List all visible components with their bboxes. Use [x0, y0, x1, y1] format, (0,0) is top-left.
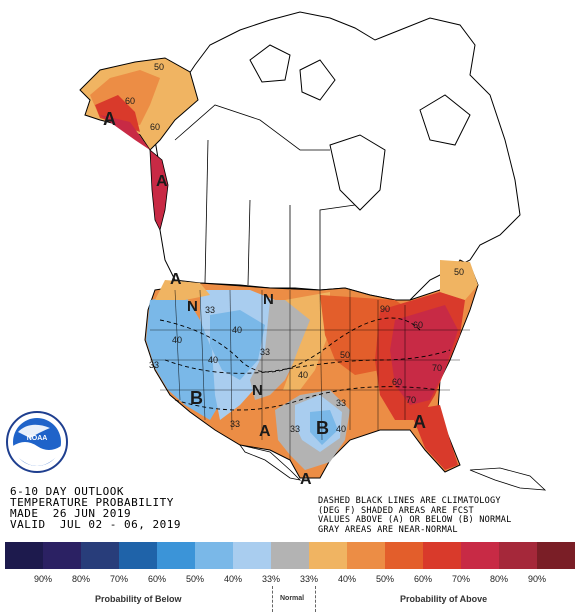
contour-label: 60	[413, 320, 423, 330]
legend-divider-right	[315, 586, 316, 612]
legend-swatch	[119, 542, 157, 569]
southeast-above-label: A	[413, 412, 426, 432]
climatology-lines	[159, 317, 451, 411]
contour-label: 50	[454, 267, 464, 277]
contour-label: 60	[150, 122, 160, 132]
plains-normal-label: N	[263, 291, 274, 308]
legend-tick-label: 50%	[185, 574, 204, 584]
noaa-logo-icon: NOAA	[6, 411, 68, 473]
contour-label: 70	[432, 363, 442, 373]
legend-swatch	[5, 542, 43, 569]
south-texas-above-label: A	[300, 471, 312, 488]
legend-swatch	[537, 542, 575, 569]
legend-tick-label: 50%	[375, 574, 394, 584]
note-line: DASHED BLACK LINES ARE CLIMATOLOGY	[318, 496, 501, 506]
noaa-logo-text: NOAA	[27, 435, 48, 442]
mexico-outline	[239, 444, 302, 481]
legend-tick-label: 40%	[223, 574, 242, 584]
northwest-normal-label: N	[187, 298, 198, 315]
legend-tick-label: 40%	[337, 574, 356, 584]
note-line: GRAY AREAS ARE NEAR-NORMAL	[318, 524, 458, 535]
conus-regions	[144, 259, 479, 479]
note-line: (DEG F) SHADED AREAS ARE FCST	[318, 505, 474, 516]
legend-swatch	[347, 542, 385, 569]
bc-coast-region	[149, 149, 169, 232]
map-notes: DASHED BLACK LINES ARE CLIMATOLOGY (DEG …	[318, 496, 512, 535]
contour-label: 40	[172, 335, 182, 345]
probability-legend	[5, 542, 575, 569]
legend-swatch	[499, 542, 537, 569]
state-lines	[150, 289, 470, 460]
bc-above-label: A	[156, 173, 168, 190]
texas-below-label: B	[316, 418, 329, 438]
legend-swatch	[271, 542, 309, 569]
legend-tick-label: 60%	[147, 574, 166, 584]
contour-label: 60	[392, 377, 402, 387]
legend-swatch	[461, 542, 499, 569]
note-line: VALUES ABOVE (A) OR BELOW (B) NORMAL	[318, 515, 512, 525]
outlook-title: 6-10 DAY OUTLOOK	[10, 485, 124, 498]
below-category-label: Probability of Below	[95, 594, 182, 604]
contour-label: 60	[125, 96, 135, 106]
contour-label: 33	[336, 398, 346, 408]
west-below-label: B	[190, 388, 203, 408]
legend-divider-left	[272, 586, 273, 612]
legend-tick-label: 60%	[413, 574, 432, 584]
legend-swatch	[423, 542, 461, 569]
northwest-above-label: A	[170, 271, 182, 288]
outlook-subtitle: TEMPERATURE PROBABILITY	[10, 496, 174, 509]
canada-outline	[149, 11, 521, 301]
contour-label: 40	[232, 325, 242, 335]
caribbean-outline	[469, 467, 547, 491]
contour-label: 40	[336, 424, 346, 434]
province-lines	[174, 104, 356, 290]
contour-label: 40	[298, 370, 308, 380]
legend-tick-label: 90%	[33, 574, 52, 584]
legend-swatch	[233, 542, 271, 569]
outlook-title-block: 6-10 DAY OUTLOOK TEMPERATURE PROBABILITY…	[10, 486, 181, 530]
contour-label: 70	[406, 395, 416, 405]
legend-tick-label: 33%	[299, 574, 318, 584]
contour-label: 50	[154, 62, 164, 72]
outlook-map: A A A N N N B B A A A 50 60 60 33 40 40 …	[6, 11, 547, 491]
contour-label: 33	[230, 419, 240, 429]
legend-tick-label: 80%	[71, 574, 90, 584]
valid-dates: VALID JUL 02 - 06, 2019	[10, 518, 181, 531]
contour-label: 33	[260, 347, 270, 357]
legend-swatch	[195, 542, 233, 569]
legend-swatch	[81, 542, 119, 569]
alaska-above-label: A	[103, 109, 116, 129]
legend-tick-label: 90%	[527, 574, 546, 584]
legend-swatch	[43, 542, 81, 569]
legend-tick-label: 70%	[451, 574, 470, 584]
made-date: MADE 26 JUN 2019	[10, 507, 132, 520]
alaska-region	[79, 57, 199, 151]
legend-tick-label: 70%	[109, 574, 128, 584]
normal-category-label: Normal	[280, 595, 305, 602]
contour-label: 33	[149, 360, 159, 370]
contour-label: 90	[380, 304, 390, 314]
legend-swatch	[309, 542, 347, 569]
contour-label: 40	[208, 355, 218, 365]
above-category-label: Probability of Above	[400, 594, 488, 604]
legend-tick-labels: 90% 80% 70% 60% 50% 40% 33% 33% 40% 50% 60% 70% 80% 9…	[5, 574, 575, 584]
legend-swatch	[157, 542, 195, 569]
new-mexico-above-label: A	[259, 423, 271, 440]
contour-label: 33	[205, 305, 215, 315]
legend-swatch	[385, 542, 423, 569]
contour-label: 50	[340, 350, 350, 360]
contour-label: 33	[290, 424, 300, 434]
southwest-normal-label: N	[252, 382, 263, 399]
legend-tick-label: 80%	[489, 574, 508, 584]
legend-tick-label: 33%	[261, 574, 280, 584]
